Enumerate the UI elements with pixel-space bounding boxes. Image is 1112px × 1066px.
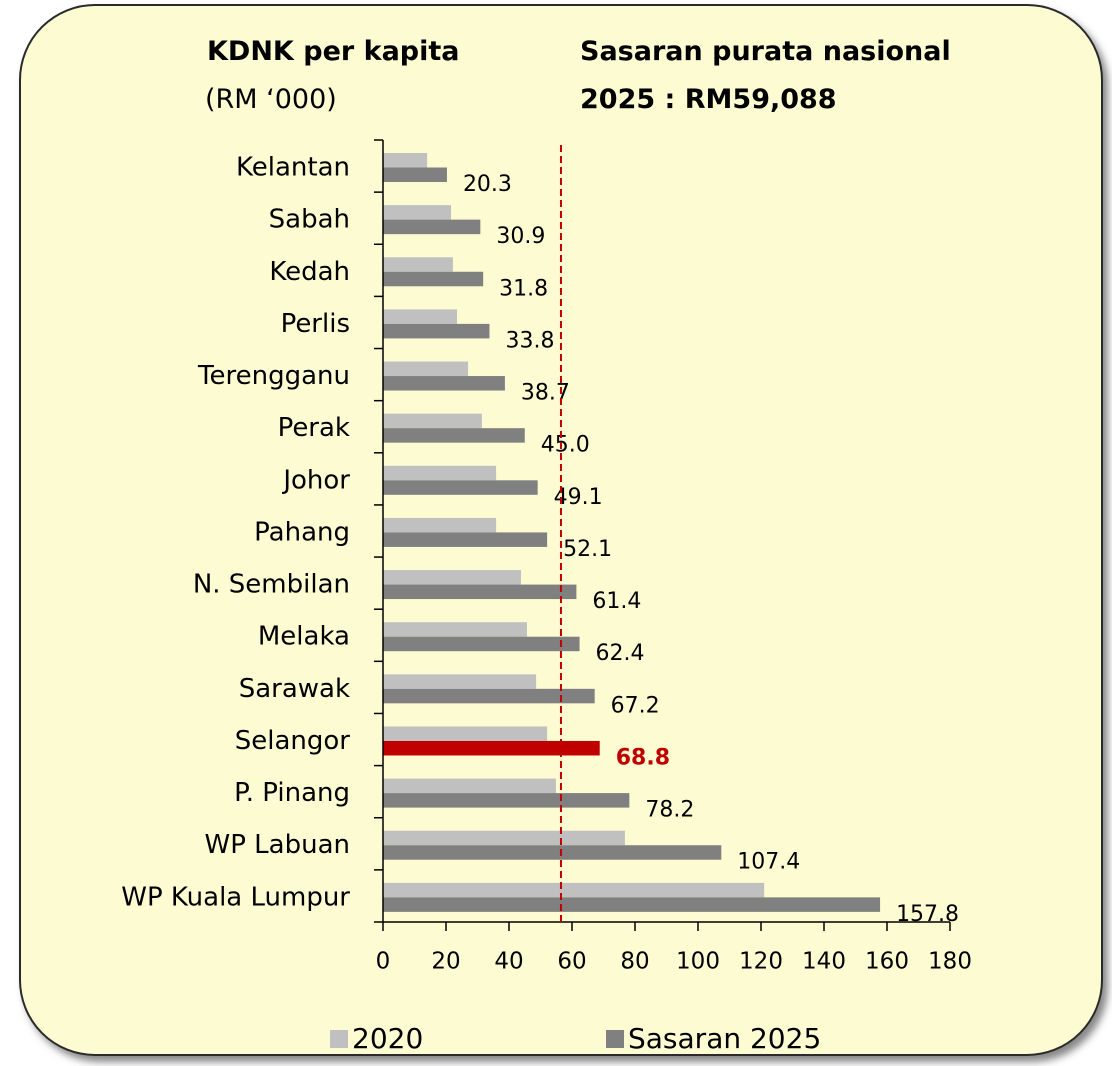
bar — [383, 778, 556, 794]
y-tick-label: Perlis — [281, 309, 350, 339]
chart-subtitle: (RM ‘000) — [205, 84, 337, 115]
data-label: 31.8 — [499, 276, 548, 301]
x-tick-label: 60 — [557, 949, 586, 975]
bar — [383, 570, 521, 585]
y-tick-label: Johor — [281, 465, 350, 495]
bar — [383, 897, 881, 912]
y-tick-label: Selangor — [235, 726, 351, 756]
y-tick-label: WP Kuala Lumpur — [121, 882, 350, 912]
annotation: Sasaran purata nasional — [580, 36, 951, 67]
y-tick-label: Kelantan — [236, 153, 350, 183]
x-tick-label: 120 — [739, 949, 783, 975]
data-label: 68.8 — [616, 745, 670, 770]
bar — [383, 428, 525, 443]
data-label: 107.4 — [737, 850, 800, 875]
data-label: 30.9 — [496, 224, 545, 249]
bar — [383, 219, 481, 235]
bar — [383, 167, 447, 182]
bar — [383, 361, 469, 377]
y-tick-label: Perak — [278, 413, 350, 443]
annotation: 2025 : RM59,088 — [580, 84, 837, 115]
x-tick-label: 20 — [431, 949, 460, 975]
bar — [383, 845, 722, 860]
y-tick-label: Sarawak — [239, 674, 350, 704]
bar — [383, 532, 548, 547]
bar — [383, 674, 537, 689]
y-tick-label: WP Labuan — [205, 830, 350, 860]
legend-swatch — [606, 1030, 624, 1048]
bar — [383, 271, 484, 287]
x-tick-label: 160 — [865, 949, 909, 975]
bar — [383, 153, 428, 168]
y-tick-label: Terengganu — [197, 361, 350, 391]
bar — [383, 740, 600, 756]
data-label: 52.1 — [563, 537, 612, 562]
bar — [383, 882, 765, 898]
bar — [383, 793, 630, 808]
data-label: 45.0 — [541, 433, 590, 458]
data-label: 20.3 — [463, 172, 512, 197]
bar — [383, 517, 497, 533]
bar — [383, 413, 482, 429]
legend-label: 2020 — [352, 1022, 423, 1055]
data-label: 61.4 — [592, 589, 641, 614]
y-tick-label: Sabah — [269, 205, 350, 235]
x-tick-label: 100 — [676, 949, 720, 975]
y-tick-label: Melaka — [258, 622, 350, 652]
chart-title: KDNK per kapita — [207, 36, 460, 67]
x-tick-label: 180 — [928, 949, 972, 975]
bar — [383, 376, 505, 391]
data-label: 33.8 — [505, 328, 554, 353]
bar — [383, 584, 577, 600]
bar — [383, 830, 625, 846]
legend-label: Sasaran 2025 — [628, 1022, 821, 1055]
bar — [383, 309, 458, 324]
data-label: 62.4 — [596, 641, 645, 666]
bar — [383, 205, 452, 220]
data-label: 38.7 — [521, 381, 570, 406]
x-tick-label: 140 — [802, 949, 846, 975]
data-label: 67.2 — [611, 693, 660, 718]
x-tick-label: 80 — [620, 949, 649, 975]
y-tick-label: Kedah — [269, 257, 350, 287]
bar — [383, 636, 580, 652]
bar — [383, 465, 497, 481]
bar — [383, 480, 538, 495]
x-tick-label: 40 — [494, 949, 523, 975]
legend-swatch — [330, 1030, 348, 1048]
bar — [383, 323, 490, 339]
data-label: 78.2 — [645, 798, 694, 823]
bar — [383, 622, 527, 637]
bar — [383, 688, 595, 704]
y-tick-label: N. Sembilan — [193, 570, 350, 600]
y-tick-label: Pahang — [254, 517, 350, 547]
x-tick-label: 0 — [376, 949, 391, 975]
bar — [383, 726, 548, 741]
bar — [383, 257, 453, 272]
y-tick-label: P. Pinang — [234, 778, 350, 808]
